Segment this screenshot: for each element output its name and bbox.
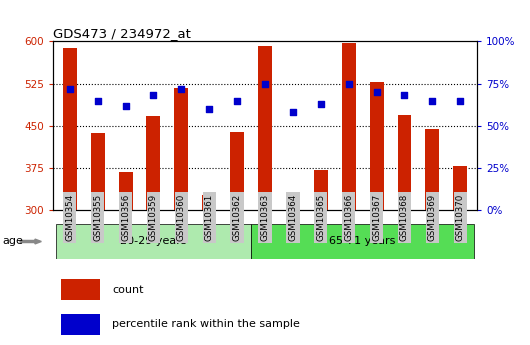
Bar bbox=[61, 314, 100, 335]
Text: GDS473 / 234972_at: GDS473 / 234972_at bbox=[53, 27, 191, 40]
Point bbox=[344, 81, 353, 86]
Text: age: age bbox=[3, 237, 23, 246]
Point bbox=[66, 86, 74, 91]
Bar bbox=[314, 170, 328, 210]
Text: GSM10361: GSM10361 bbox=[205, 194, 214, 241]
Bar bbox=[119, 172, 132, 210]
Point bbox=[456, 98, 464, 103]
Bar bbox=[342, 43, 356, 210]
Bar bbox=[369, 82, 384, 210]
Point bbox=[121, 103, 130, 108]
Text: count: count bbox=[112, 285, 144, 295]
Bar bbox=[398, 115, 411, 210]
Bar bbox=[426, 129, 439, 210]
Text: GSM10354: GSM10354 bbox=[65, 194, 74, 241]
Text: GSM10365: GSM10365 bbox=[316, 194, 325, 241]
Text: 20-29 years: 20-29 years bbox=[120, 237, 187, 246]
Point bbox=[428, 98, 437, 103]
Bar bbox=[63, 48, 77, 210]
Text: GSM10364: GSM10364 bbox=[288, 194, 297, 241]
Point bbox=[400, 93, 409, 98]
Point bbox=[289, 110, 297, 115]
Bar bbox=[202, 195, 216, 210]
Bar bbox=[61, 279, 100, 300]
Bar bbox=[146, 116, 161, 210]
Text: GSM10366: GSM10366 bbox=[344, 194, 353, 241]
Point bbox=[93, 98, 102, 103]
Bar bbox=[56, 224, 251, 259]
Point bbox=[261, 81, 269, 86]
Point bbox=[177, 86, 186, 91]
Bar bbox=[453, 167, 467, 210]
Text: GSM10362: GSM10362 bbox=[233, 194, 242, 241]
Text: GSM10370: GSM10370 bbox=[456, 194, 465, 241]
Text: GSM10363: GSM10363 bbox=[261, 194, 269, 241]
Point bbox=[373, 89, 381, 95]
Text: 65-71 years: 65-71 years bbox=[330, 237, 396, 246]
Text: GSM10367: GSM10367 bbox=[372, 194, 381, 241]
Bar bbox=[230, 131, 244, 210]
Text: GSM10369: GSM10369 bbox=[428, 194, 437, 241]
Text: GSM10360: GSM10360 bbox=[177, 194, 186, 241]
Text: GSM10356: GSM10356 bbox=[121, 194, 130, 241]
Text: percentile rank within the sample: percentile rank within the sample bbox=[112, 319, 300, 329]
Bar bbox=[174, 88, 188, 210]
Text: GSM10368: GSM10368 bbox=[400, 194, 409, 241]
Point bbox=[316, 101, 325, 107]
Bar bbox=[258, 46, 272, 210]
Bar bbox=[91, 133, 104, 210]
Bar bbox=[286, 195, 300, 210]
Text: GSM10359: GSM10359 bbox=[149, 194, 158, 241]
Point bbox=[233, 98, 241, 103]
Bar bbox=[251, 224, 474, 259]
Text: GSM10355: GSM10355 bbox=[93, 194, 102, 241]
Point bbox=[205, 106, 214, 112]
Point bbox=[149, 93, 157, 98]
